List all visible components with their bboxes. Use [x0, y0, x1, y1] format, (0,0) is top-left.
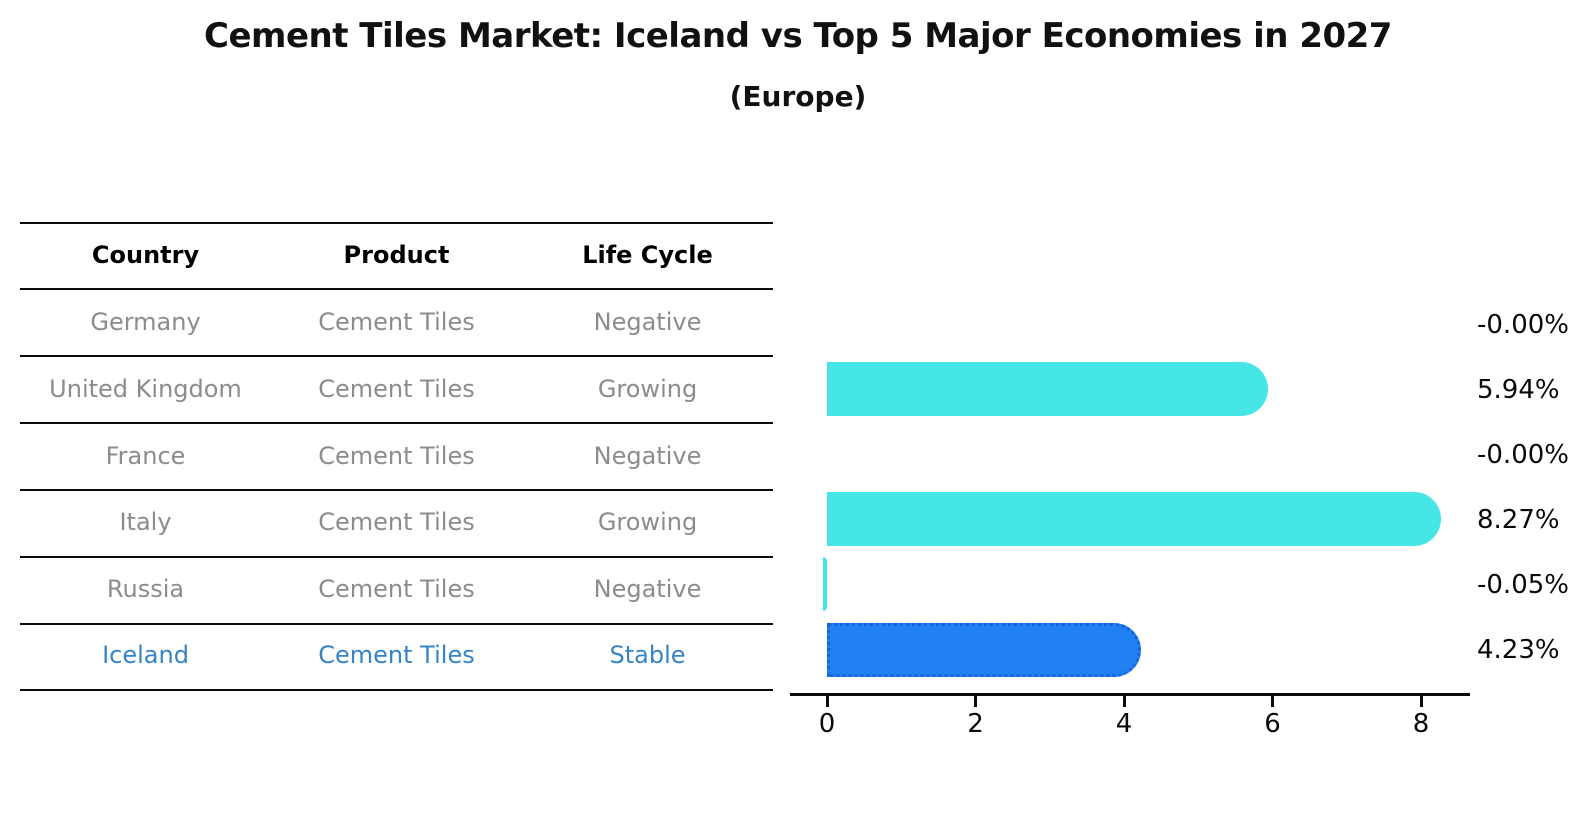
x-tick-mark [974, 696, 977, 707]
cell-country: Germany [90, 308, 201, 336]
table-rule [20, 288, 773, 290]
value-label-germany: -0.00% [1477, 310, 1569, 340]
table-row-iceland: Iceland Cement Tiles Stable [20, 639, 773, 671]
chart-subtitle: (Europe) [729, 80, 867, 113]
cell-product: Cement Tiles [318, 375, 475, 403]
table-rule [20, 489, 773, 491]
value-label-united-kingdom: 5.94% [1477, 375, 1560, 405]
value-label-russia: -0.05% [1477, 570, 1569, 600]
x-axis-line [790, 693, 1470, 696]
x-tick-label: 4 [1115, 709, 1133, 739]
cell-life-cycle: Stable [609, 641, 686, 669]
table-row-germany: Germany Cement Tiles Negative [20, 306, 773, 338]
table-row-russia: Russia Cement Tiles Negative [20, 573, 773, 605]
cell-country: United Kingdom [49, 375, 242, 403]
cell-country: Russia [106, 575, 185, 603]
table-row-france: France Cement Tiles Negative [20, 440, 773, 472]
table-rule [20, 355, 773, 357]
column-header-product: Product [343, 241, 450, 269]
cell-product: Cement Tiles [318, 308, 475, 336]
cell-product: Cement Tiles [318, 575, 475, 603]
table-row-italy: Italy Cement Tiles Growing [20, 506, 773, 538]
value-label-iceland: 4.23% [1477, 635, 1560, 665]
column-header-country: Country [91, 241, 200, 269]
table-header-row: Country Product Life Cycle [20, 239, 773, 271]
cell-product: Cement Tiles [318, 508, 475, 536]
cell-life-cycle: Negative [593, 442, 702, 470]
x-tick-label: 8 [1412, 709, 1430, 739]
table-rule [20, 623, 773, 625]
cell-country: France [105, 442, 186, 470]
table-rule [20, 556, 773, 558]
bar-italy [827, 492, 1441, 546]
value-label-france: -0.00% [1477, 440, 1569, 470]
cell-product: Cement Tiles [318, 641, 475, 669]
x-tick-mark [1271, 696, 1274, 707]
x-tick-mark [1122, 696, 1126, 707]
chart-title: Cement Tiles Market: Iceland vs Top 5 Ma… [204, 16, 1392, 56]
x-tick-mark [1419, 696, 1423, 707]
cell-life-cycle: Growing [597, 508, 698, 536]
cell-product: Cement Tiles [318, 442, 475, 470]
x-tick-mark [825, 696, 829, 707]
bar-iceland [827, 623, 1142, 677]
table-row-united-kingdom: United Kingdom Cement Tiles Growing [20, 373, 773, 405]
bar-russia [823, 557, 827, 611]
cell-life-cycle: Growing [597, 375, 698, 403]
x-tick-label: 6 [1264, 709, 1281, 739]
table-rule [20, 422, 773, 424]
value-label-italy: 8.27% [1477, 505, 1560, 535]
cell-country: Italy [119, 508, 172, 536]
column-header-life-cycle: Life Cycle [582, 241, 713, 269]
table-rule [20, 689, 773, 691]
cell-life-cycle: Negative [593, 575, 702, 603]
bar-united-kingdom [827, 362, 1268, 416]
x-tick-label: 2 [967, 709, 984, 739]
x-tick-label: 0 [818, 709, 836, 739]
cell-life-cycle: Negative [593, 308, 702, 336]
cell-country: Iceland [102, 641, 189, 669]
table-rule [20, 222, 773, 224]
